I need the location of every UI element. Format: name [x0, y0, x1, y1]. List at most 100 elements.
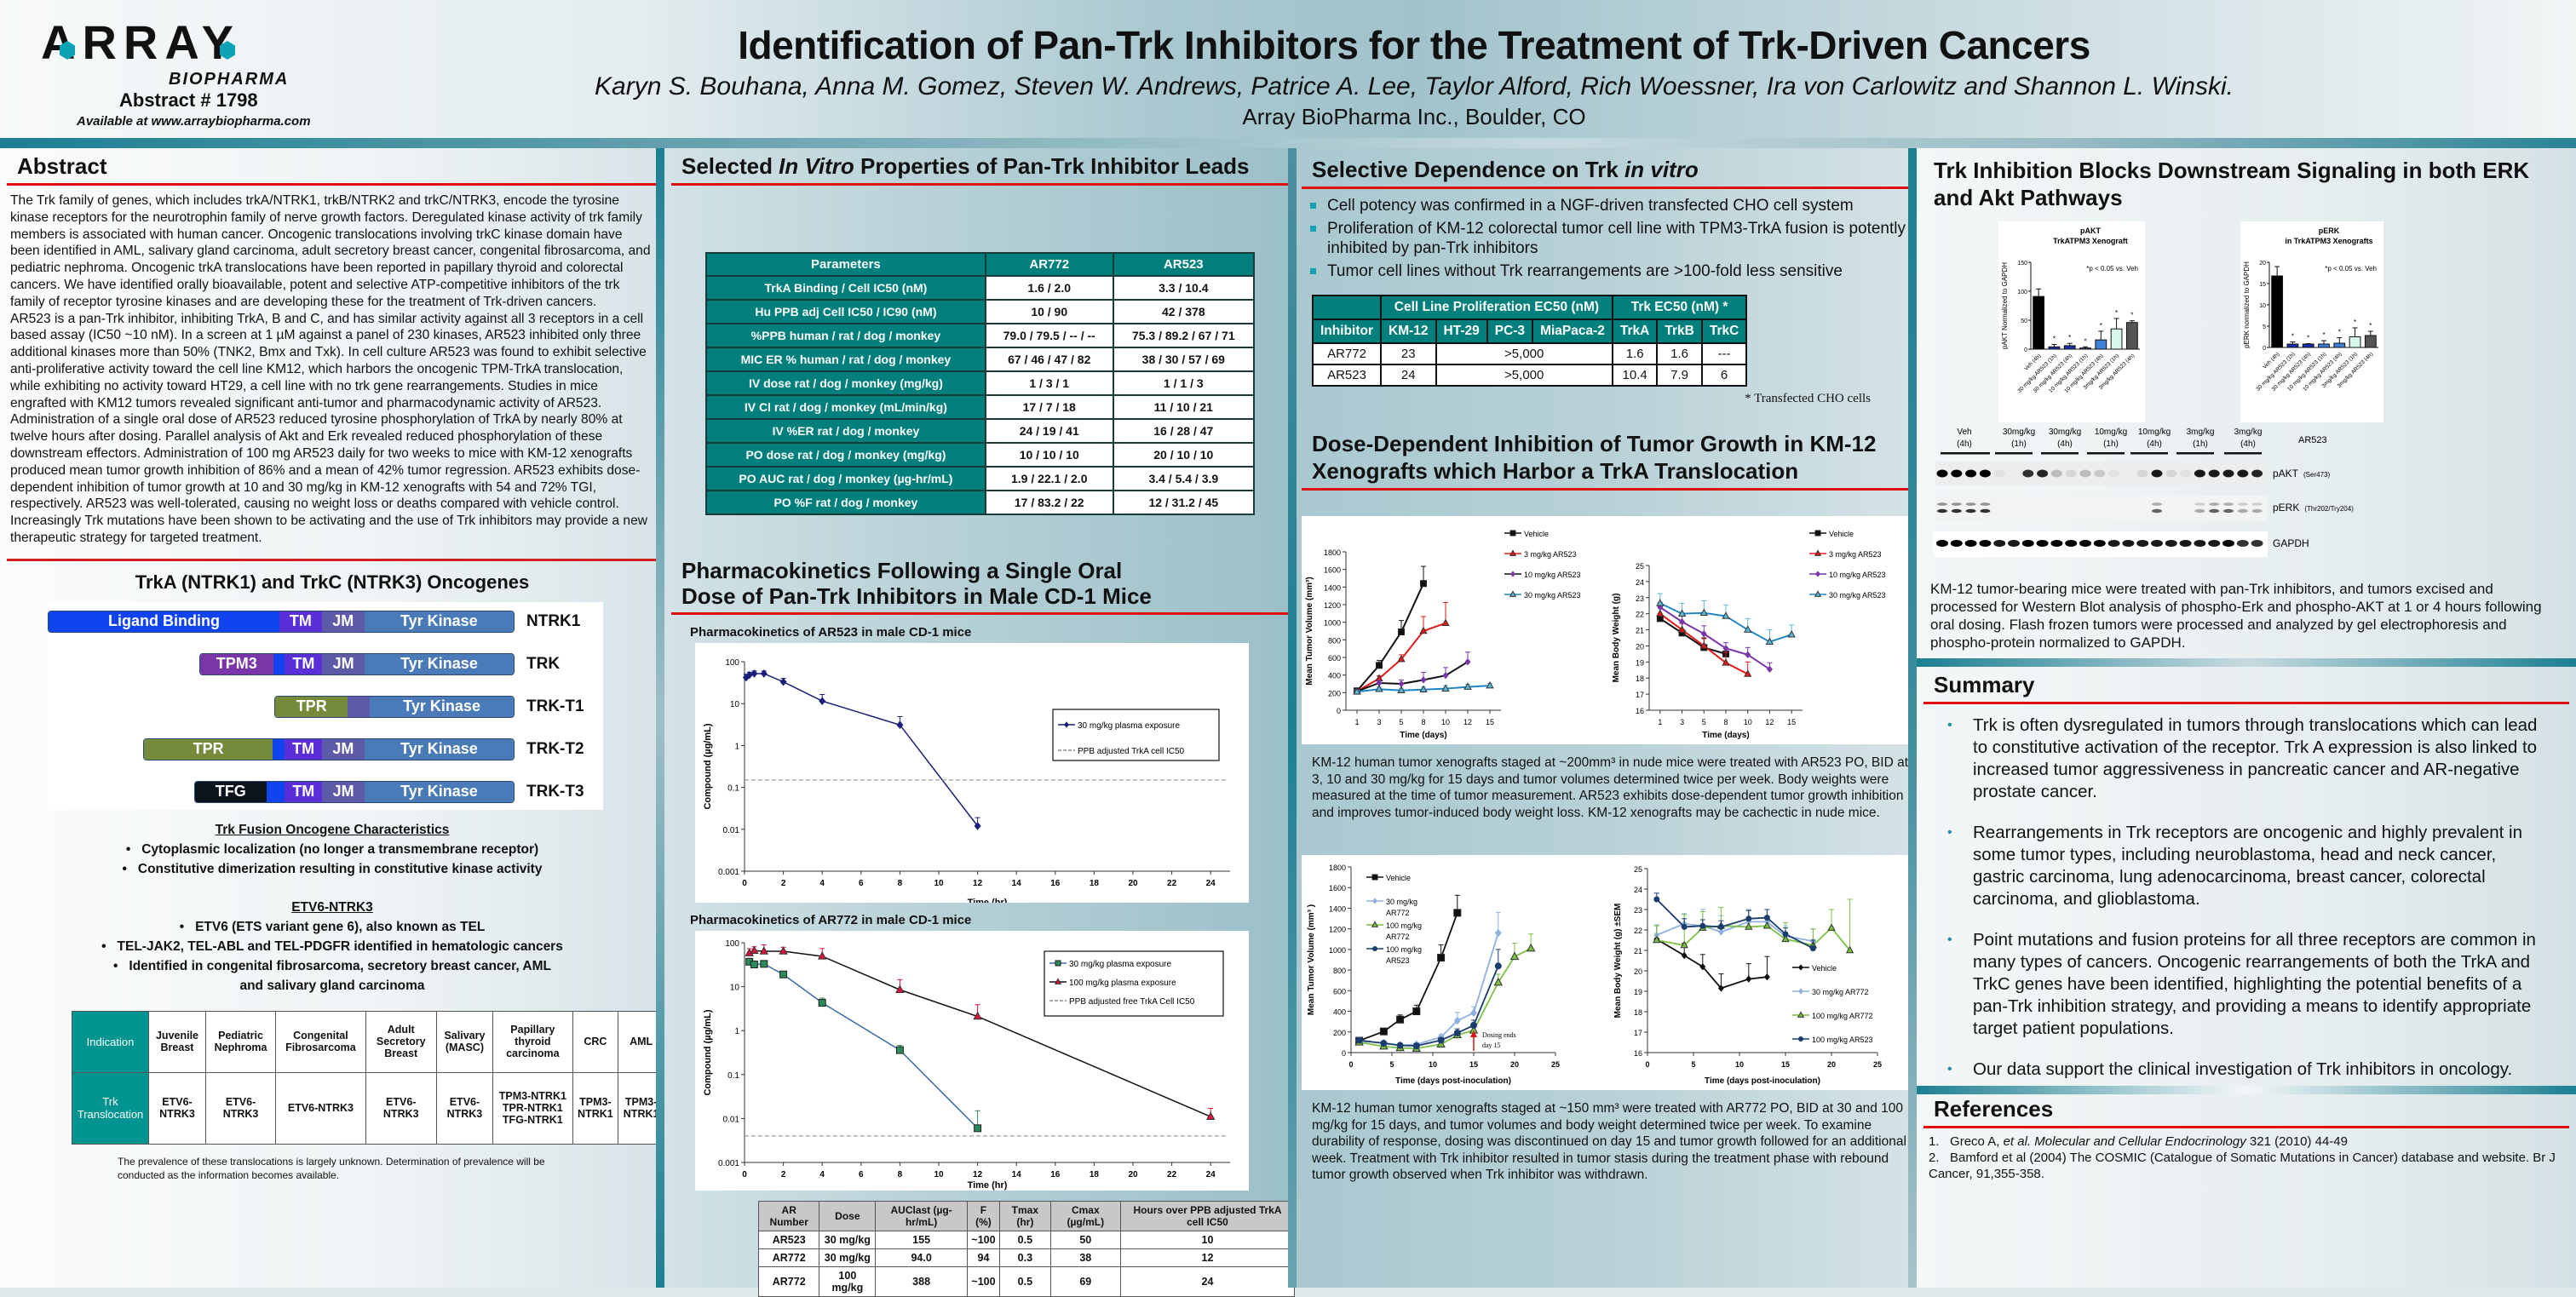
data-point — [1380, 1040, 1388, 1047]
data-point — [1353, 687, 1361, 695]
data-point — [1679, 617, 1686, 626]
series-line — [1659, 617, 1727, 655]
data-point — [974, 1124, 982, 1133]
y-tick-label: 0.001 — [718, 868, 739, 877]
fusion-bar: TPM3 TM JM Tyr Kinase — [199, 652, 515, 675]
blot-band — [2237, 502, 2248, 506]
x-tick-label: 6 — [859, 1170, 864, 1179]
blot-row-label: GAPDH — [2273, 537, 2309, 549]
selective-heading: Selective Dependence on Trk in vitro — [1302, 152, 1918, 189]
blot-group-time: (4h) — [2057, 439, 2073, 449]
y-tick-label: 1200 — [1324, 601, 1341, 610]
data-point — [1420, 580, 1427, 588]
y-tick-label: 1400 — [1329, 904, 1346, 913]
hexagon-icon — [60, 41, 75, 60]
blot-band — [1937, 502, 1947, 506]
cell: 388 — [875, 1266, 968, 1297]
legend-label: 30 mg/kg AR523 — [1829, 591, 1886, 600]
data-point — [1371, 921, 1379, 927]
bar — [2063, 345, 2076, 350]
value-cell: 1.9 / 22.1 / 2.0 — [984, 466, 1114, 491]
data-point — [1653, 896, 1660, 903]
perk-bar-chart: pERK in TrkATPM3 Xenografts *p < 0.05 vs. … — [2240, 221, 2383, 422]
data-point — [818, 999, 826, 1007]
kinase-domain: Tyr Kinase — [364, 611, 514, 632]
data-point — [1397, 686, 1406, 694]
y-tick-label: 15 — [2259, 282, 2266, 288]
abstract-paragraph: The Trk family of genes, which includes … — [10, 193, 651, 309]
value-cell: 20 / 10 / 10 — [1112, 442, 1256, 468]
pk-summary-table: AR Number Dose AUClast (µg-hr/mL) F (%) Tmax… — [757, 1201, 1296, 1297]
group-header: Trk EC50 (nM) * — [1611, 295, 1748, 320]
dosing-note: day 15 — [1482, 1042, 1501, 1049]
parameter-cell: %PPB human / rat / dog / monkey — [705, 323, 986, 348]
x-tick-label: 4 — [819, 879, 825, 888]
table-row: AR523 30 mg/kg 155 ~100 0.5 50 10 — [757, 1231, 1296, 1249]
blot-band — [2237, 469, 2249, 478]
data-point — [1717, 984, 1724, 992]
blot-group-time: (1h) — [2011, 439, 2027, 449]
characteristics-title: Trk Fusion Oncogene Characteristics — [215, 822, 450, 837]
col-header: TrkB — [1656, 319, 1703, 344]
data-point — [1699, 963, 1706, 971]
y-tick-label: 17 — [1634, 1029, 1642, 1037]
data-point — [779, 946, 788, 955]
significance-star: * — [2291, 333, 2294, 341]
table-row: %PPB human / rat / dog / monkey 79.0 / 79… — [705, 323, 1256, 348]
translocation-cell: ETV6-NTRK3 — [275, 1071, 366, 1145]
availability-note: Available at www.arraybiopharma.com — [77, 114, 311, 129]
data-point — [1798, 988, 1803, 995]
blot-band — [1965, 502, 1976, 506]
y-tick-label: 19 — [1636, 658, 1644, 667]
x-tick-label: 20 — [1827, 1060, 1836, 1069]
col-header: F (%) — [966, 1201, 1001, 1231]
value-cell: 67 / 46 / 47 / 82 — [984, 347, 1114, 372]
cell: 50 — [1049, 1231, 1121, 1249]
x-tick-label: 15 — [1486, 718, 1494, 726]
legend-label: 3 mg/kg AR523 — [1524, 550, 1577, 559]
blot-band — [2194, 502, 2205, 506]
significance-star: * — [2100, 322, 2102, 330]
data-point — [1376, 679, 1383, 687]
y-tick-label: 0 — [2263, 346, 2266, 352]
chart-background — [2240, 221, 2383, 422]
blot-band — [2122, 540, 2135, 547]
partner-domain: TFG — [195, 781, 267, 802]
data-point — [1700, 630, 1707, 638]
abstract-number: Abstract # 1798 — [119, 89, 258, 111]
legend-label: 10 mg/kg AR523 — [1524, 571, 1581, 579]
legend-box — [1044, 950, 1224, 1017]
kinase-domain: Tyr Kinase — [364, 738, 514, 760]
value-cell: 3.4 / 5.4 / 3.9 — [1112, 466, 1256, 491]
logo-wordmark: ARRAY — [41, 15, 240, 69]
bar — [2125, 322, 2138, 350]
y-tick-label: 10 — [2259, 303, 2266, 309]
cell: AR772 — [1312, 342, 1382, 365]
data-point — [1510, 571, 1515, 577]
table-row: IV dose rat / dog / monkey (mg/kg) 1 / 3 … — [705, 370, 1256, 396]
x-tick-label: 0 — [1645, 1060, 1649, 1069]
cell: 24 — [1119, 1266, 1296, 1297]
x-tick-label: 15 — [1469, 1060, 1478, 1069]
data-point — [1372, 946, 1377, 951]
blot-band — [2065, 540, 2078, 547]
significance-star: * — [2053, 336, 2056, 343]
blot-band — [1937, 508, 1947, 514]
cell: 12 — [1119, 1248, 1296, 1267]
data-point — [750, 669, 758, 678]
column-separator — [1908, 148, 1917, 1288]
data-point — [745, 670, 753, 680]
dosing-arrow-icon — [1470, 1030, 1477, 1037]
chart-title: TrkATPM3 Xenograft — [2053, 237, 2128, 245]
blot-group-dose: 30mg/kg — [2003, 428, 2035, 437]
x-tick-label: 12 — [973, 1170, 983, 1179]
signaling-heading: Trk Inhibition Blocks Downstream Signali… — [1934, 158, 2530, 210]
value-cell: 17 / 83.2 / 22 — [984, 490, 1114, 515]
pk-ar523-chart-panel: 0.001 0.01 0.1 1 10 100 0 2 4 6 8 10 12 14 16 18 20 22 24 T… — [695, 643, 1249, 908]
pk-heading: Pharmacokinetics Following a Single Oral… — [671, 553, 1288, 615]
x-tick-label: 18 — [1090, 879, 1100, 888]
data-point — [1797, 1011, 1805, 1018]
cell: AR523 — [757, 1231, 820, 1249]
blot-group-time: (1h) — [2193, 439, 2208, 449]
fusion-bar: Ligand Binding TM JM Tyr Kinase — [48, 610, 515, 633]
